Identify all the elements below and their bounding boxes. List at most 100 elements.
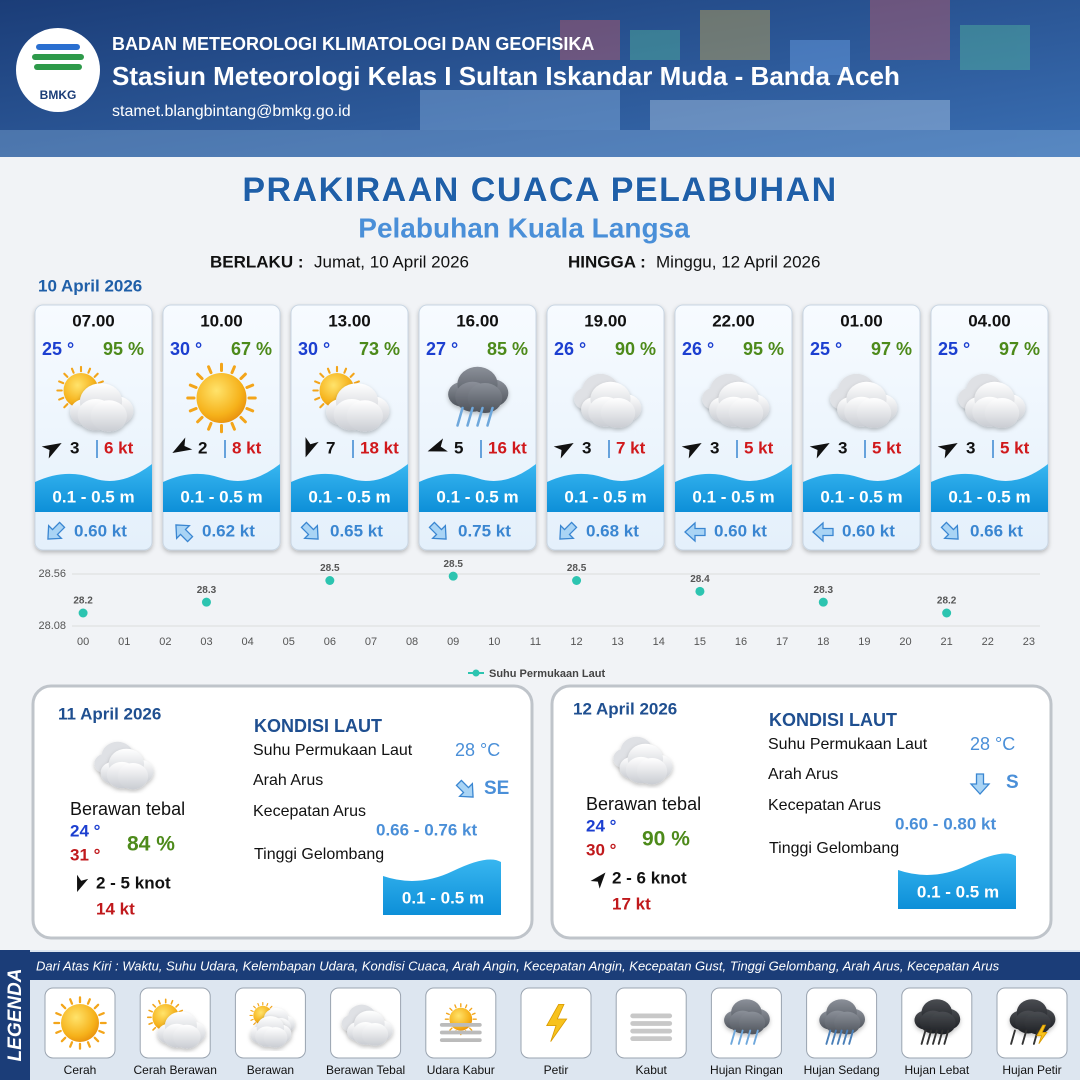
wind-direction	[681, 443, 702, 459]
legend-item: Kabut	[636, 1063, 668, 1077]
wind-direction	[41, 443, 62, 459]
sun-ray	[207, 421, 213, 431]
sun-ray	[58, 380, 65, 385]
cloud	[619, 743, 673, 785]
wave-height: 0.1 - 0.5 m	[436, 487, 518, 506]
wind-speed: 2	[198, 438, 207, 457]
sea-title: KONDISI LAUT	[769, 710, 897, 730]
station: Stasiun Meteorologi Kelas I Sultan Iskan…	[112, 61, 900, 91]
cloud-part	[346, 400, 383, 432]
sun-ray	[148, 1022, 153, 1025]
cloud-part	[984, 398, 1020, 428]
sun-ray	[468, 1027, 473, 1031]
current-speed: 0.65 kt	[330, 521, 383, 540]
legend-item: Udara Kabur	[427, 1063, 495, 1077]
gust: 18 kt	[360, 438, 399, 457]
condition: Berawan tebal	[70, 799, 185, 819]
wind-speed: 3	[838, 438, 847, 457]
sun-ray	[319, 403, 325, 409]
email: stamet.blangbintang@bmkg.go.id	[112, 103, 351, 120]
weather-icon	[724, 999, 770, 1045]
weather-icon	[249, 1002, 295, 1048]
data-point	[572, 576, 582, 585]
condition: Berawan tebal	[586, 794, 701, 814]
legend-item: Cerah Berawan	[134, 1063, 217, 1077]
sun-ray	[188, 407, 198, 413]
wave-label: Tinggi Gelombang	[769, 840, 899, 857]
sun-ray	[349, 372, 355, 378]
data-label: 28.5	[320, 563, 340, 574]
wave-height: 0.1 - 0.5 m	[308, 487, 390, 506]
sun-ray	[86, 1041, 91, 1048]
cloud	[326, 383, 390, 432]
sst-label: Suhu Permukaan Laut	[768, 736, 928, 753]
rain-drop	[848, 1029, 854, 1045]
decor-block	[960, 25, 1030, 70]
rain-drop	[831, 1029, 837, 1045]
wind-speed: 3	[70, 438, 79, 457]
wave-height: 0.1 - 0.5 m	[52, 487, 134, 506]
weather-icon	[958, 373, 1026, 428]
direction-label: Arah Arus	[253, 772, 323, 789]
weather-icon	[439, 1003, 482, 1042]
temperature: 25 °	[938, 339, 970, 359]
weather-icon	[1009, 999, 1056, 1045]
sun-ray	[468, 1007, 473, 1012]
sun-ray	[70, 367, 75, 374]
current-direction	[684, 521, 706, 543]
cloud	[581, 381, 642, 428]
wind-direction	[809, 443, 830, 459]
weather-icon	[702, 373, 770, 428]
humidity: 97 %	[871, 339, 912, 359]
sun-ray	[170, 999, 174, 1005]
rain-drop	[1021, 1029, 1028, 1045]
sun-ray	[86, 998, 91, 1005]
sun-ray	[257, 1002, 260, 1007]
weather-icon	[341, 1004, 393, 1046]
wave	[419, 464, 536, 512]
sea-title: KONDISI LAUT	[254, 716, 382, 736]
temp-min: 24 °	[70, 821, 101, 840]
wind-direction	[590, 872, 606, 889]
sun-ray	[239, 415, 247, 424]
sst-label: Suhu Permukaan Laut	[253, 742, 413, 759]
wind-speed: 3	[710, 438, 719, 457]
time: 01.00	[840, 311, 883, 330]
legend-item: Hujan Sedang	[804, 1063, 880, 1077]
sun-ray	[449, 1027, 453, 1031]
legend-item: Berawan	[247, 1063, 294, 1077]
cloud-part	[834, 1011, 861, 1035]
x-tick-label: 11	[530, 636, 541, 648]
sun-ray	[148, 1009, 153, 1013]
weather-icon	[819, 999, 866, 1045]
sun-ray	[253, 1005, 256, 1009]
gust: 6 kt	[104, 438, 134, 457]
weather-icon	[56, 365, 134, 432]
sun-ray	[63, 372, 69, 378]
sun	[449, 1007, 473, 1031]
sun-ray	[464, 1004, 468, 1009]
sun-ray	[93, 372, 99, 378]
current-speed: 0.68 kt	[586, 521, 639, 540]
decor-block	[0, 130, 1080, 157]
x-tick-label: 19	[858, 636, 870, 648]
data-point	[201, 597, 211, 607]
wave	[675, 464, 792, 512]
haze-band	[439, 1038, 482, 1042]
temperature: 25 °	[42, 339, 74, 359]
speed: 0.66 - 0.76 kt	[376, 820, 477, 839]
wave	[291, 464, 408, 512]
fog-band	[630, 1028, 673, 1034]
time: 22.00	[712, 311, 755, 330]
wave-height: 0.1 - 0.5 m	[917, 882, 999, 901]
data-point	[325, 576, 335, 585]
sun-ray	[178, 1009, 184, 1013]
gust: 8 kt	[232, 438, 262, 457]
x-tick-label: 18	[817, 636, 829, 648]
humidity: 90 %	[642, 828, 690, 851]
sun-ray	[449, 1007, 453, 1012]
sun-ray	[319, 372, 325, 378]
humidity: 84 %	[127, 833, 175, 856]
sun-ray	[196, 415, 204, 424]
sst: 28 °C	[455, 740, 500, 760]
